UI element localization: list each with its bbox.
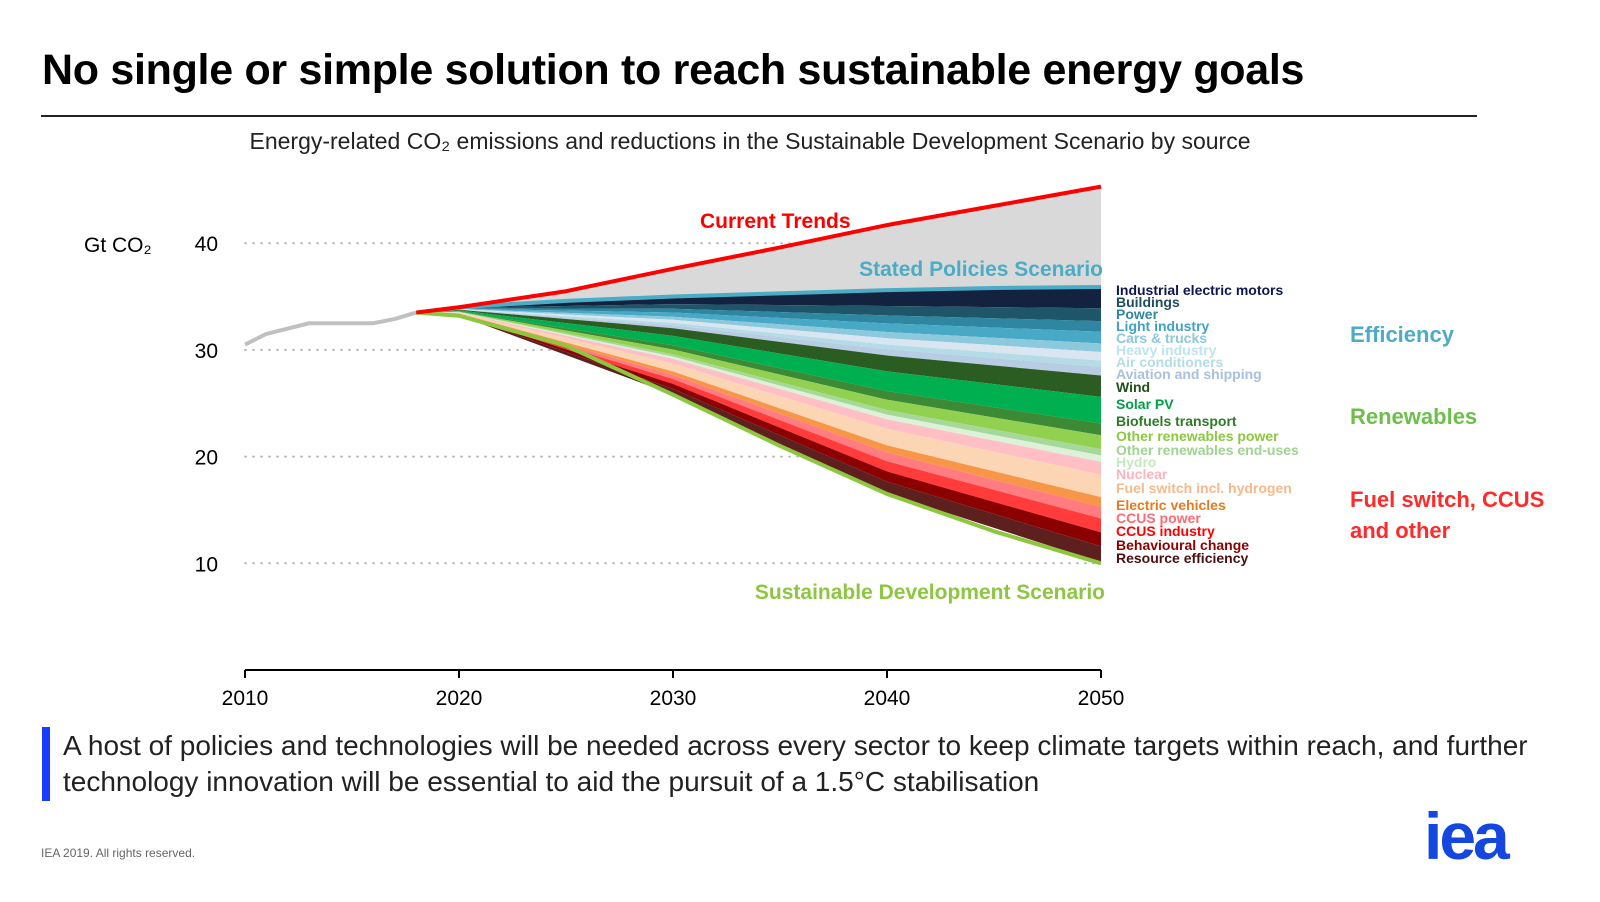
legend-label: Air conditioners: [1116, 354, 1224, 370]
y-tick-label: 30: [195, 340, 218, 363]
legend-label: Aviation and shipping: [1116, 366, 1262, 382]
band-solar-pv: [416, 310, 1101, 424]
band-behavioural-change: [416, 312, 1101, 547]
legend-label: Other renewables power: [1116, 428, 1279, 444]
legend-label: Cars & trucks: [1116, 330, 1207, 346]
group-label-fuel-switch: Fuel switch, CCUS and other: [1350, 487, 1545, 543]
iea-logo: iea: [1424, 799, 1510, 873]
legend-label: Hydro: [1116, 454, 1156, 470]
legend-label: Light industry: [1116, 318, 1210, 334]
legend-label: Resource efficiency: [1116, 550, 1248, 566]
slide-title: No single or simple solution to reach su…: [42, 46, 1305, 94]
key-message: A host of policies and technologies will…: [63, 730, 1528, 797]
chart-subtitle: Energy-related CO₂ emissions and reducti…: [249, 128, 1251, 154]
band-buildings: [416, 304, 1101, 322]
legend-label: Heavy industry: [1116, 342, 1217, 358]
legend-label: CCUS industry: [1116, 523, 1215, 539]
band-heavy-industry: [416, 309, 1101, 361]
band-aviation-and-shipping: [416, 309, 1101, 376]
current-trends-line: [415, 184, 1102, 315]
x-tick-label: 2010: [222, 687, 269, 710]
legend-label: Other renewables end-uses: [1116, 442, 1299, 458]
x-tick-label: 2030: [650, 687, 697, 710]
historical-line: [244, 310, 417, 347]
band-hydro: [416, 312, 1101, 462]
x-tick-label: 2050: [1078, 687, 1125, 710]
current-trends-label: Current Trends: [700, 210, 851, 233]
legend-label: Power: [1116, 306, 1159, 322]
copyright-footer: IEA 2019. All rights reserved.: [41, 846, 196, 860]
legend-label: Buildings: [1116, 294, 1180, 310]
legend-label: Industrial electric motors: [1116, 282, 1283, 298]
band-electric-vehicles: [416, 312, 1101, 507]
stated-policies-label: Stated Policies Scenario: [859, 258, 1103, 281]
band-wind: [416, 309, 1101, 397]
legend-label: Biofuels transport: [1116, 413, 1237, 429]
legend-label: CCUS power: [1116, 510, 1201, 526]
band-fuel-switch-incl-hydrogen: [416, 312, 1101, 498]
band-resource-efficiency: [416, 312, 1101, 563]
band-ccus-industry: [416, 312, 1101, 533]
band-industrial-electric-motors: [416, 286, 1101, 313]
callout-accent-bar: [42, 727, 50, 801]
y-tick-label: 10: [195, 553, 218, 576]
band-nuclear: [416, 312, 1101, 475]
sds-label: Sustainable Development Scenario: [755, 581, 1105, 604]
legend-label: Nuclear: [1116, 466, 1168, 482]
current-trends-label-text: Current Trends: [700, 210, 851, 233]
band-biofuels-transport: [416, 311, 1101, 436]
legend-label: Electric vehicles: [1116, 497, 1226, 513]
group-label-renewables: Renewables: [1350, 404, 1478, 429]
sds-line: [416, 310, 1102, 566]
band-ccus-power: [416, 312, 1101, 519]
legend-label: Solar PV: [1116, 396, 1174, 412]
group-label-efficiency: Efficiency: [1350, 322, 1454, 347]
x-tick-label: 2040: [864, 687, 911, 710]
y-axis-label: Gt CO₂: [84, 234, 152, 257]
legend-label: Wind: [1116, 379, 1150, 395]
y-tick-label: 40: [195, 233, 218, 256]
band-other-renewables-end-uses: [416, 312, 1101, 456]
legend-label: Fuel switch incl. hydrogen: [1116, 480, 1292, 496]
band-other-renewables-power: [416, 311, 1101, 450]
title-divider: [41, 115, 1477, 117]
x-tick-label: 2020: [436, 687, 483, 710]
band-power: [416, 308, 1101, 332]
legend-label: Behavioural change: [1116, 537, 1249, 553]
y-tick-label: 20: [195, 447, 218, 470]
band-air-conditioners: [416, 309, 1101, 367]
